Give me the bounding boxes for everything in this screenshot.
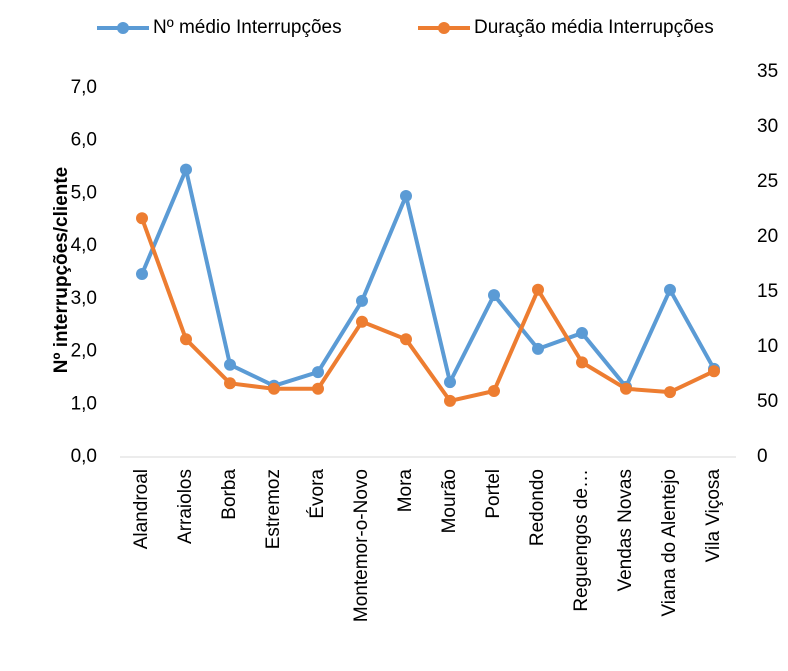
- y2-tick-label: 35: [757, 61, 778, 82]
- series-marker: [312, 366, 324, 379]
- x-tick-label: Estremoz: [263, 469, 284, 549]
- y2-tick-label: 0: [757, 446, 768, 467]
- y-tick-label: 1,0: [71, 393, 97, 414]
- x-tick-label: Évora: [307, 469, 328, 519]
- y2-tick-label: 25: [757, 171, 778, 192]
- series-marker: [532, 342, 544, 355]
- series-marker: [400, 189, 412, 202]
- series-marker: [576, 356, 588, 369]
- y-tick-label: 2,0: [71, 341, 97, 362]
- series-marker: [268, 382, 280, 395]
- legend-marker: [117, 22, 129, 34]
- series-marker: [444, 394, 456, 407]
- x-tick-label: Portel: [483, 469, 504, 519]
- series-marker: [532, 283, 544, 296]
- series-marker: [620, 382, 632, 395]
- y2-tick-label: 15: [757, 281, 778, 302]
- series-marker: [136, 212, 148, 225]
- y2-tick-label: 30: [757, 116, 778, 137]
- legend-label: Nº médio Interrupções: [153, 17, 342, 38]
- x-tick-label: Alandroal: [131, 469, 152, 549]
- y2-tick-label: 50: [757, 391, 778, 412]
- x-tick-label: Reguengos de…: [571, 469, 592, 612]
- x-tick-label: Vendas Novas: [615, 469, 636, 592]
- series-marker: [664, 283, 676, 296]
- series-marker: [224, 358, 236, 371]
- series-marker: [488, 385, 500, 397]
- series-line: [140, 217, 715, 403]
- series-marker: [356, 315, 368, 328]
- x-tick-label: Viana do Alentejo: [659, 469, 680, 617]
- y2-tick-label: 20: [757, 226, 778, 247]
- series-marker: [400, 333, 412, 346]
- series-marker: [224, 377, 236, 390]
- x-tick-label: Redondo: [527, 469, 548, 546]
- series-marker: [488, 289, 500, 302]
- x-tick-label: Mourão: [439, 469, 460, 533]
- series-marker: [180, 333, 192, 346]
- series-marker: [180, 163, 192, 176]
- y-tick-label: 7,0: [71, 77, 97, 98]
- series-marker: [664, 386, 676, 399]
- x-tick-label: Mora: [395, 469, 416, 513]
- x-tick-label: Vila Viçosa: [703, 469, 724, 563]
- x-tick-label: Borba: [219, 469, 240, 520]
- series-marker: [444, 376, 456, 389]
- series-line: [140, 167, 716, 389]
- y-tick-label: 5,0: [71, 182, 97, 203]
- series-marker: [356, 294, 368, 307]
- series-marker: [136, 267, 148, 280]
- legend-marker: [438, 22, 450, 34]
- series-marker: [576, 327, 588, 340]
- y-tick-label: 0,0: [71, 446, 97, 467]
- y-tick-label: 6,0: [71, 130, 97, 151]
- y2-tick-label: 10: [757, 336, 778, 357]
- y-tick-label: 3,0: [71, 288, 97, 309]
- legend-label: Duração média Interrupções: [474, 17, 714, 38]
- y-tick-label: 4,0: [71, 235, 97, 256]
- series-marker: [312, 382, 324, 395]
- y-axis-label: Nº interrupções/cliente: [51, 167, 72, 374]
- x-tick-label: Arraiolos: [175, 469, 196, 544]
- series-marker: [708, 365, 720, 378]
- x-tick-label: Montemor-o-Novo: [351, 469, 372, 622]
